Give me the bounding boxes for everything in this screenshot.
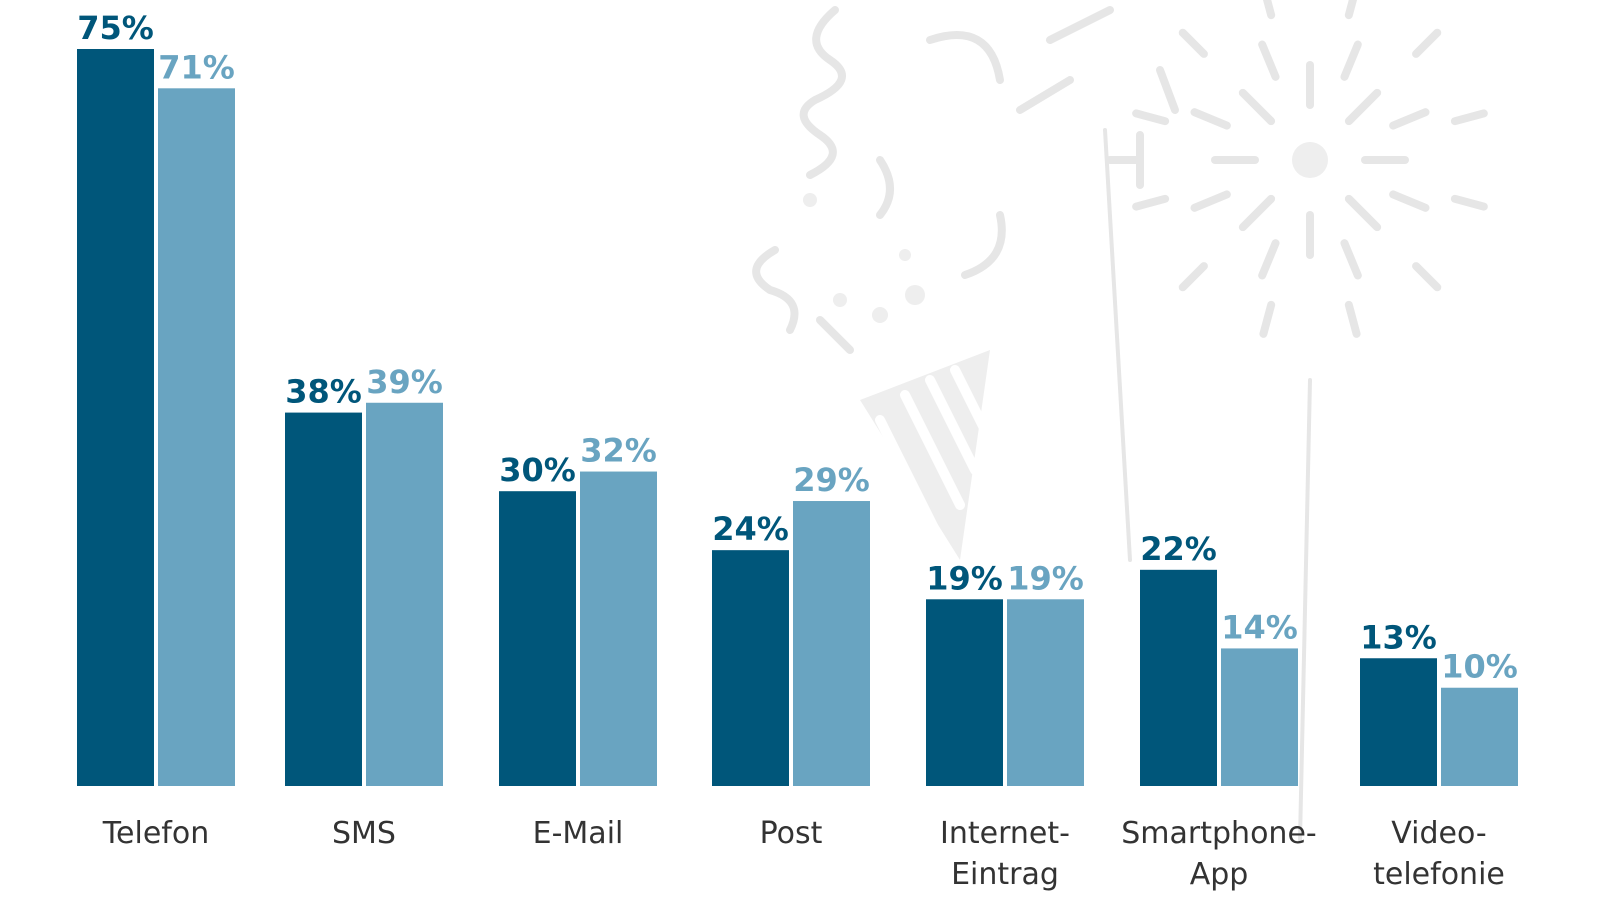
- category-label: telefonie: [1373, 857, 1505, 892]
- firework-ray: [1450, 194, 1488, 211]
- firework-ray: [1412, 28, 1442, 58]
- bar-series-2: [366, 402, 443, 786]
- bar-group: 30%32% E-Mail: [499, 432, 657, 851]
- category-label: E-Mail: [533, 816, 624, 851]
- bar-series-2: [1221, 648, 1298, 786]
- party-popper-icon: [752, 6, 1114, 560]
- firework-ray: [1344, 88, 1382, 126]
- bar-series-1: [499, 491, 576, 786]
- firework-ray: [1258, 239, 1280, 280]
- firework-ray: [1238, 194, 1276, 232]
- bar-series-1: [926, 599, 1003, 786]
- firework-icon: [1103, 0, 1488, 842]
- firework-ray: [1190, 190, 1231, 212]
- firework-ray: [1259, 300, 1276, 338]
- bar-group: 24%29% Post: [712, 461, 870, 851]
- firework-ray: [1178, 28, 1208, 58]
- firework-ray: [1340, 239, 1362, 280]
- firework-ray: [1190, 108, 1231, 130]
- firework-ray: [1262, 0, 1276, 20]
- category-label: Internet-: [940, 816, 1070, 851]
- firework-ray: [1344, 0, 1358, 20]
- firework-ray: [1258, 40, 1280, 81]
- category-label: Smartphone-: [1121, 816, 1316, 851]
- data-label: 75%: [77, 9, 154, 47]
- category-label: App: [1190, 857, 1249, 892]
- bar-series-2: [580, 471, 657, 786]
- bar-series-2: [158, 88, 235, 787]
- bar-series-2: [1441, 687, 1518, 786]
- category-label: Eintrag: [951, 857, 1059, 892]
- data-label: 10%: [1441, 648, 1518, 686]
- bar-series-1: [77, 49, 154, 786]
- firework-ray: [1344, 300, 1361, 338]
- category-label: Post: [760, 816, 823, 851]
- data-label: 22%: [1140, 530, 1217, 568]
- firework-ray: [1412, 262, 1442, 292]
- bar-group: 19% 19% Internet- Eintrag: [926, 559, 1084, 892]
- data-label: 14%: [1221, 608, 1298, 646]
- bar-group: 22% 14% Smartphone- App: [1121, 530, 1316, 892]
- data-label: 13%: [1360, 618, 1437, 656]
- firework-ray: [1389, 190, 1430, 212]
- data-label: 19%: [1007, 559, 1084, 597]
- plot-area: 75%71% Telefon 38% 39% SMS 30%32% E-Mail 24%29%…: [77, 9, 1518, 892]
- firework-ray: [1450, 109, 1488, 126]
- firework-ray: [1238, 88, 1276, 126]
- decoration: [752, 0, 1488, 842]
- bar-series-1: [285, 412, 362, 786]
- category-label: SMS: [332, 816, 396, 851]
- data-label: 38%: [285, 373, 362, 411]
- data-label: 39%: [366, 363, 443, 401]
- firework-ray: [1340, 40, 1362, 81]
- bar-group: 75%71% Telefon: [77, 9, 235, 851]
- data-label: 71%: [158, 48, 235, 86]
- bar-series-2: [1007, 599, 1084, 786]
- data-label: 19%: [926, 559, 1003, 597]
- bar-series-1: [712, 550, 789, 786]
- bar-group: 38% 39% SMS: [285, 363, 443, 851]
- firework-ray: [1389, 108, 1430, 130]
- firework-ray: [1344, 194, 1382, 232]
- data-label: 24%: [712, 510, 789, 548]
- data-label: 29%: [793, 461, 870, 499]
- category-label: Telefon: [102, 816, 209, 851]
- firework-ray: [1132, 194, 1170, 211]
- category-label: Video-: [1391, 816, 1486, 851]
- data-label: 30%: [499, 451, 576, 489]
- firework-ray: [1178, 262, 1208, 292]
- bar-series-1: [1140, 569, 1217, 786]
- bar-series-1: [1360, 658, 1437, 786]
- firework-ray: [1132, 109, 1170, 126]
- bar-series-2: [793, 501, 870, 786]
- data-label: 32%: [580, 432, 657, 470]
- bar-group: 13%10% Video-telefonie: [1360, 618, 1518, 892]
